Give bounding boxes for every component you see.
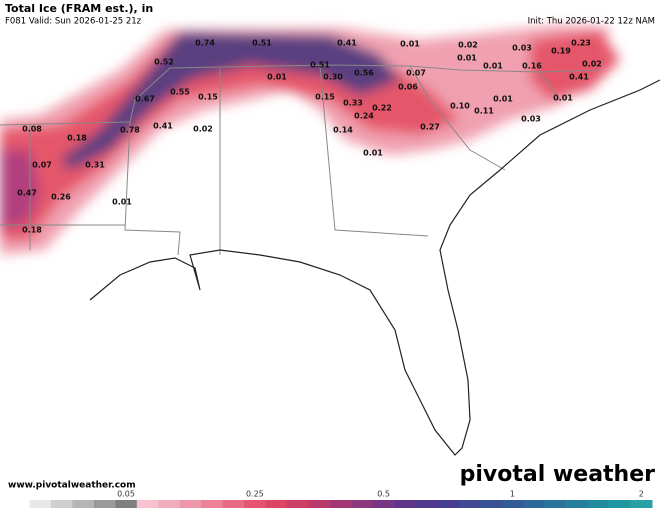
colorbar-tick-label: 0.05 — [117, 490, 135, 499]
map-value-label: 0.07 — [406, 69, 426, 78]
colorbar-swatch — [72, 500, 95, 508]
colorbar-swatch — [115, 500, 138, 508]
map-value-label: 0.01 — [553, 94, 573, 103]
map-value-label: 0.74 — [195, 39, 215, 48]
colorbar-swatch — [158, 500, 181, 508]
coastline — [89, 79, 660, 456]
map-value-label: 0.18 — [22, 226, 42, 235]
map-value-label: 0.01 — [267, 73, 287, 82]
map-value-label: 0.03 — [521, 115, 541, 124]
colorbar-swatch — [394, 500, 417, 508]
valid-time: F081 Valid: Sun 2026-01-25 21z — [5, 17, 142, 27]
map-value-label: 0.02 — [193, 125, 213, 134]
colorbar-swatch — [544, 500, 567, 508]
map-value-label: 0.15 — [198, 93, 218, 102]
colorbar-swatch — [609, 500, 632, 508]
colorbar-tick-label: 1 — [510, 490, 515, 499]
colorbar-swatch — [8, 500, 30, 508]
map-value-label: 0.51 — [252, 39, 272, 48]
colorbar-swatch — [480, 500, 503, 508]
map-value-label: 0.10 — [450, 102, 470, 111]
map-value-label: 0.18 — [67, 134, 87, 143]
colorbar-swatch — [136, 500, 159, 508]
map-value-label: 0.02 — [458, 41, 478, 50]
map-value-label: 0.02 — [582, 60, 602, 69]
colorbar-swatch — [351, 500, 374, 508]
map-value-label: 0.47 — [17, 189, 37, 198]
map-value-label: 0.24 — [354, 112, 374, 121]
colorbar-swatch — [437, 500, 460, 508]
map-value-label: 0.52 — [154, 58, 174, 67]
state-borders — [0, 64, 601, 256]
map-value-label: 0.01 — [400, 40, 420, 49]
map-value-label: 0.01 — [493, 95, 513, 104]
map-value-label: 0.01 — [483, 62, 503, 71]
map-value-label: 0.01 — [363, 149, 383, 158]
map-value-label: 0.41 — [153, 122, 173, 131]
colorbar-swatch — [179, 500, 202, 508]
title: Total Ice (FRAM est.), in — [5, 2, 153, 15]
map-value-label: 0.22 — [372, 104, 392, 113]
colorbar-swatch — [372, 500, 395, 508]
map-value-label: 0.78 — [120, 126, 140, 135]
init-time: Init: Thu 2026-01-22 12z NAM — [528, 17, 655, 27]
map-value-label: 0.56 — [354, 69, 374, 78]
website: www.pivotalweather.com — [8, 481, 136, 491]
map-value-label: 0.55 — [170, 88, 190, 97]
colorbar-swatch — [415, 500, 438, 508]
colorbar-swatch — [501, 500, 524, 508]
logo: pivotal weather — [460, 462, 655, 487]
map-value-label: 0.14 — [333, 126, 353, 135]
colorbar-tick-label: 2 — [639, 490, 644, 499]
map-value-label: 0.33 — [343, 99, 363, 108]
map-value-label: 0.31 — [85, 161, 105, 170]
colorbar-swatch — [29, 500, 52, 508]
map-value-label: 0.16 — [522, 62, 542, 71]
map-value-label: 0.19 — [551, 47, 571, 56]
map-value-label: 0.23 — [571, 39, 591, 48]
map-value-label: 0.27 — [420, 123, 440, 132]
map-value-label: 0.01 — [457, 54, 477, 63]
map-value-label: 0.41 — [337, 39, 357, 48]
map-value-label: 0.08 — [22, 125, 42, 134]
colorbar-swatch — [330, 500, 352, 508]
colorbar-swatch — [308, 500, 331, 508]
colorbar-tick-label: 0.25 — [246, 490, 264, 499]
map-value-label: 0.26 — [51, 193, 71, 202]
colorbar-swatch — [587, 500, 610, 508]
colorbar-swatch — [222, 500, 245, 508]
map-value-label: 0.01 — [112, 198, 132, 207]
colorbar-swatch — [244, 500, 267, 508]
map-value-label: 0.51 — [310, 61, 330, 70]
map-value-label: 0.15 — [315, 93, 335, 102]
colorbar-swatch — [523, 500, 546, 508]
colorbar-swatch — [458, 500, 481, 508]
colorbar-tick-label: 0.5 — [377, 490, 390, 499]
map-value-label: 0.30 — [323, 73, 343, 82]
colorbar-swatch — [50, 500, 73, 508]
map-value-label: 0.41 — [569, 73, 589, 82]
colorbar-swatch — [566, 500, 589, 508]
colorbar-swatch — [287, 500, 310, 508]
map-value-label: 0.03 — [512, 44, 532, 53]
colorbar-swatch — [265, 500, 288, 508]
colorbar-swatch — [630, 500, 653, 508]
colorbar-swatch — [201, 500, 224, 508]
map-value-label: 0.67 — [135, 95, 155, 104]
ice-field — [0, 25, 620, 255]
map-value-label: 0.07 — [32, 161, 52, 170]
map-value-label: 0.11 — [474, 107, 494, 116]
map-value-label: 0.06 — [398, 83, 418, 92]
colorbar-swatch — [93, 500, 116, 508]
